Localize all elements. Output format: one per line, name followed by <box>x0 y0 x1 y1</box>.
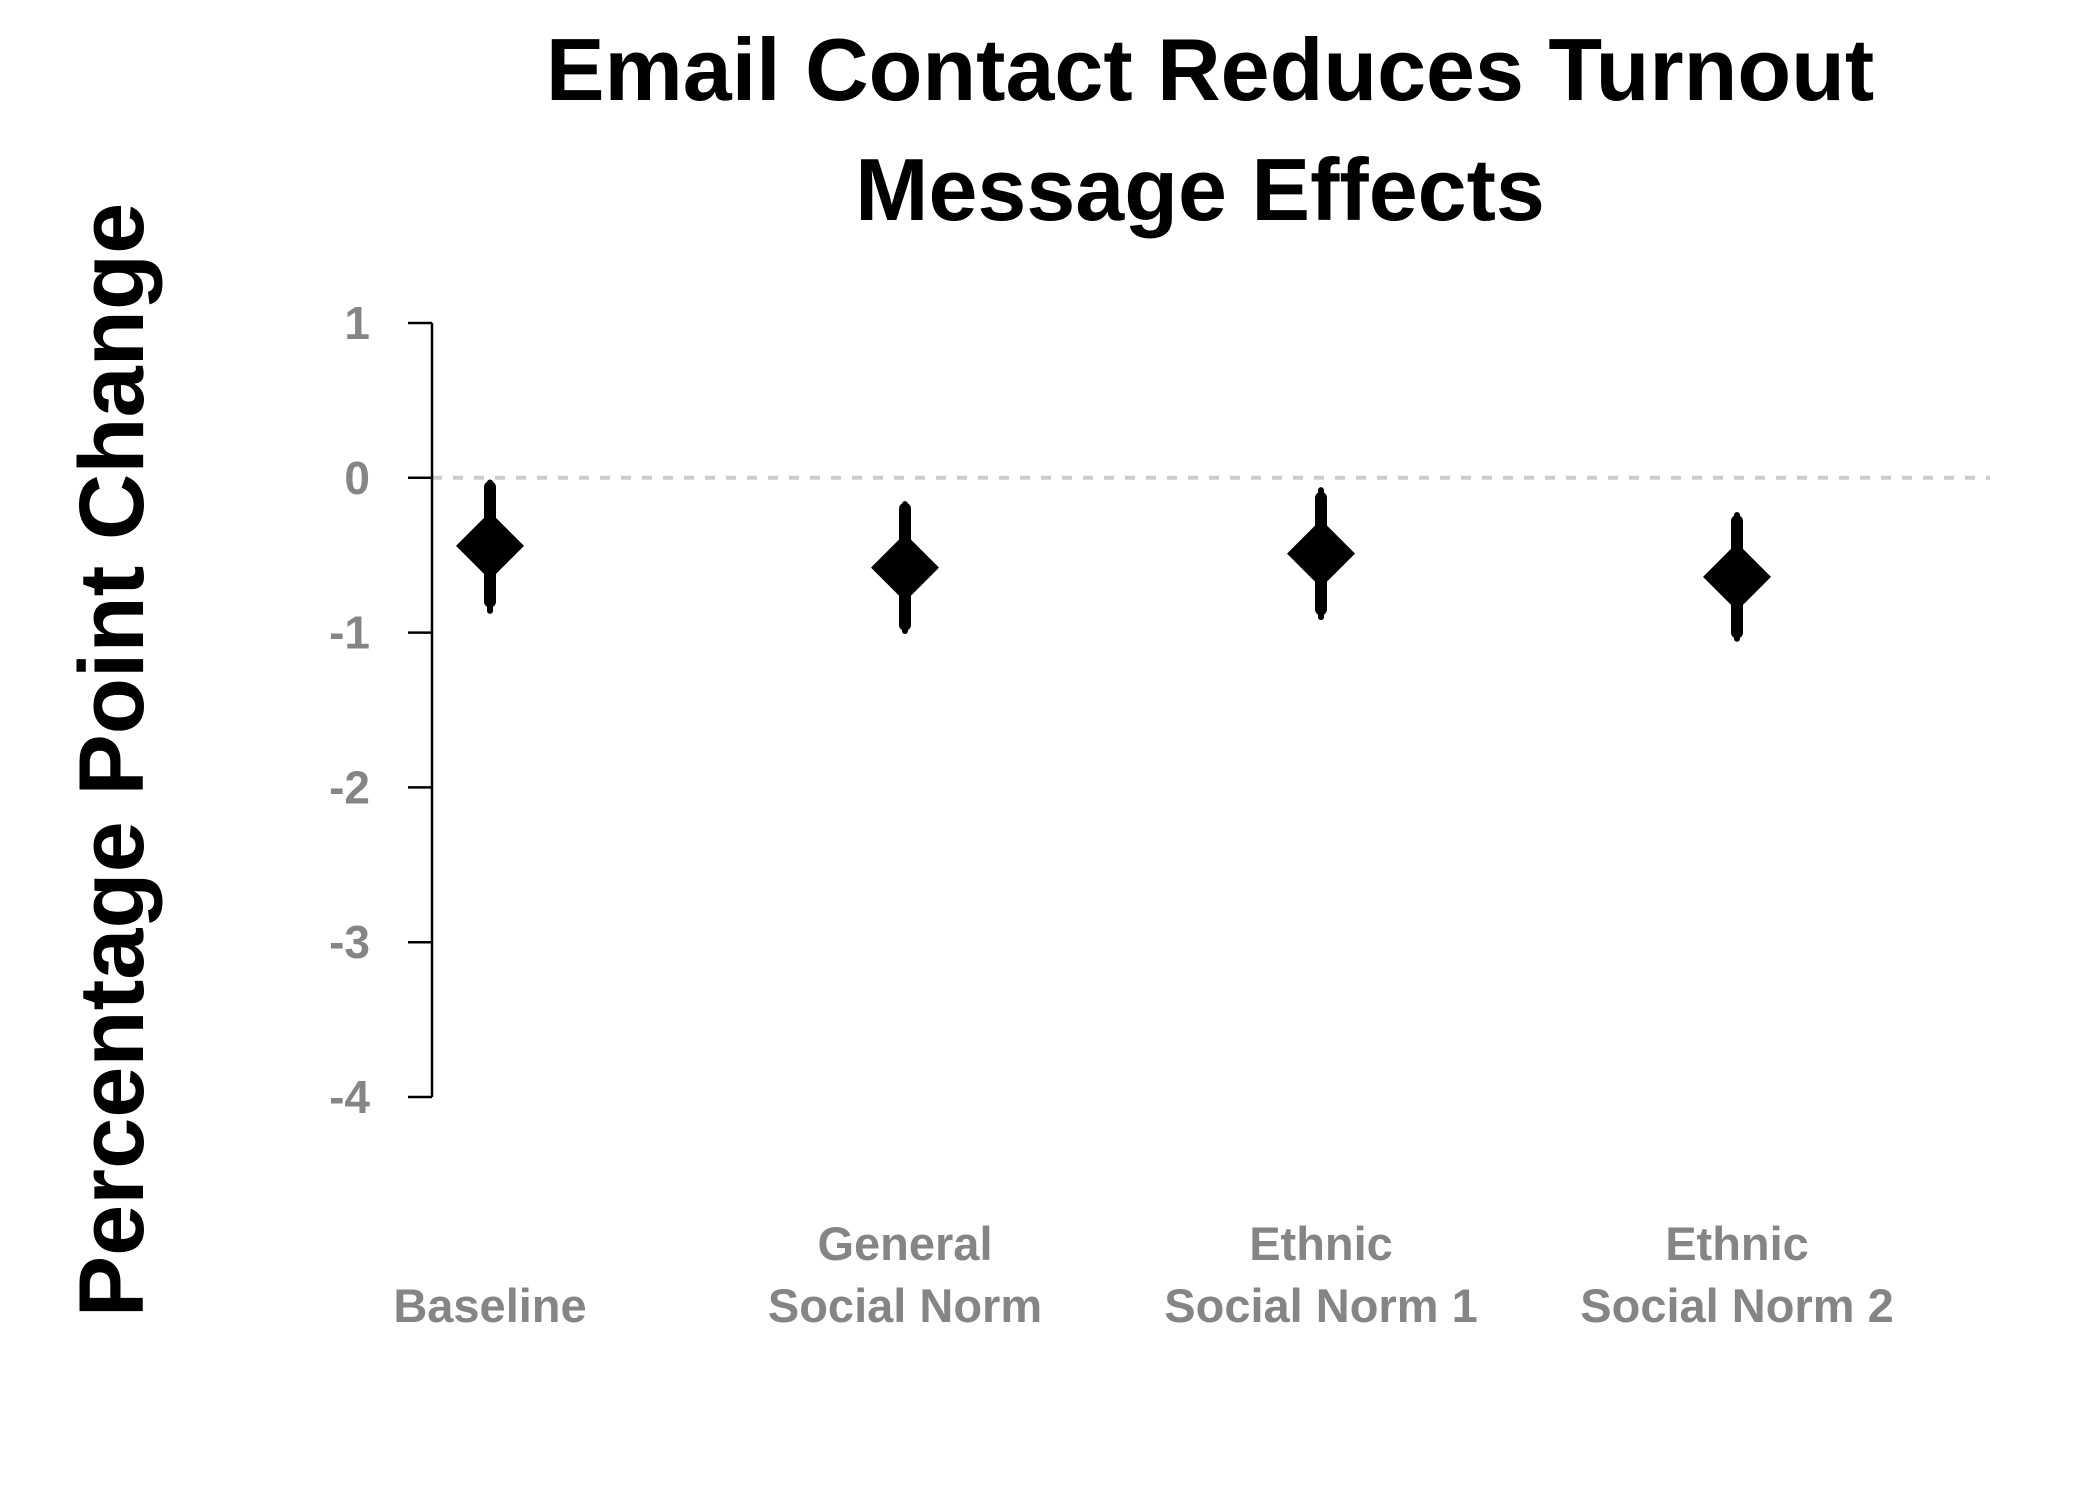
y-tick-label: -4 <box>329 1071 370 1123</box>
y-tick-label: 1 <box>344 297 370 349</box>
chart-subtitle: Message Effects <box>855 140 1545 239</box>
x-category-label-line1: Ethnic <box>1665 1217 1809 1270</box>
estimate-diamond-point <box>1703 542 1771 611</box>
y-tick-label: -3 <box>329 916 370 968</box>
plot-area: 1 0 -1 -2 -3 -4 Baseline General Social Norm Ethn… <box>329 297 1990 1332</box>
x-category-label-line1: Ethnic <box>1249 1217 1393 1270</box>
estimate-diamond-point <box>871 533 939 602</box>
x-category-label-line1: General <box>817 1217 992 1270</box>
estimate-diamond-point <box>1287 519 1355 588</box>
y-tick-label: 0 <box>344 452 370 504</box>
x-category-label-line2: Social Norm 1 <box>1164 1279 1477 1332</box>
chart-title: Email Contact Reduces Turnout <box>546 20 1874 119</box>
x-category-label-line2: Social Norm 2 <box>1580 1279 1893 1332</box>
x-category-label-line2: Baseline <box>393 1279 586 1332</box>
y-tick-label: -2 <box>329 761 370 813</box>
x-category-label-line2: Social Norm <box>768 1279 1042 1332</box>
y-axis-label: Percentage Point Change <box>61 203 163 1317</box>
estimate-diamond-point <box>456 511 524 580</box>
y-tick-label: -1 <box>329 607 370 659</box>
